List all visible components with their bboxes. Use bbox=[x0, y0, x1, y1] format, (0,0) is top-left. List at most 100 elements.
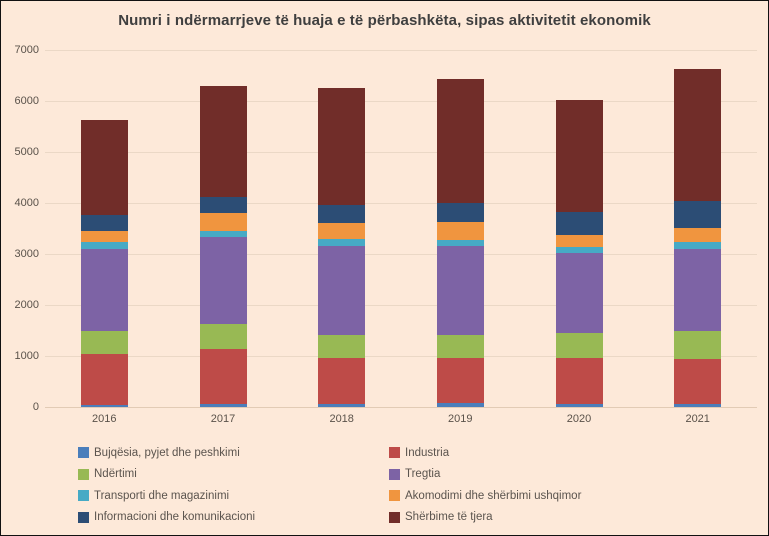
legend-swatch-icon bbox=[78, 511, 89, 523]
legend-item-4: Transporti dhe magazinimi bbox=[78, 490, 389, 502]
legend-item-3: Tregtia bbox=[389, 468, 581, 480]
gridline-7000 bbox=[45, 50, 757, 51]
bar-segment-2017-3 bbox=[199, 237, 247, 325]
legend-label: Bujqësia, pyjet dhe peshkimi bbox=[94, 446, 240, 459]
legend-item-7: Shërbime të tjera bbox=[389, 511, 581, 523]
gridline-4000 bbox=[45, 203, 757, 204]
bar-segment-2019-4 bbox=[436, 239, 484, 246]
bar-segment-2017-2 bbox=[199, 324, 247, 350]
legend-swatch-icon bbox=[78, 468, 89, 480]
bar-segment-2018-6 bbox=[318, 204, 366, 224]
bar-segment-2021-4 bbox=[674, 241, 722, 249]
bar-segment-2020-4 bbox=[555, 246, 603, 253]
bar-segment-2018-3 bbox=[318, 245, 366, 335]
gridline-1000 bbox=[45, 356, 757, 357]
bar-segment-2018-2 bbox=[318, 334, 366, 358]
bar-segment-2019-1 bbox=[436, 357, 484, 404]
legend-label: Industria bbox=[405, 446, 450, 459]
y-axis-tick-4000: 4000 bbox=[14, 197, 39, 209]
y-axis-tick-2000: 2000 bbox=[14, 299, 39, 311]
bar-segment-2018-7 bbox=[318, 88, 366, 205]
gridline-3000 bbox=[45, 254, 757, 255]
bar-segment-2021-0 bbox=[674, 403, 722, 407]
bar-segment-2019-0 bbox=[436, 403, 484, 407]
bar-segment-2018-0 bbox=[318, 403, 366, 407]
legend-swatch-icon bbox=[389, 468, 400, 480]
bar-segment-2016-1 bbox=[80, 353, 128, 405]
legend-label: Transporti dhe magazinimi bbox=[94, 489, 230, 502]
legend-swatch-icon bbox=[78, 447, 89, 459]
gridline-6000 bbox=[45, 101, 757, 102]
y-axis-tick-7000: 7000 bbox=[14, 44, 39, 56]
legend-label: Informacioni dhe komunikacioni bbox=[94, 511, 256, 524]
bar-segment-2016-2 bbox=[80, 331, 128, 354]
bar-segment-2021-7 bbox=[674, 68, 722, 201]
bar-segment-2019-6 bbox=[436, 203, 484, 223]
y-axis-tick-6000: 6000 bbox=[14, 95, 39, 107]
bar-segment-2021-2 bbox=[674, 330, 722, 360]
bar-segment-2017-4 bbox=[199, 231, 247, 238]
bar-segment-2017-7 bbox=[199, 85, 247, 197]
bar-segment-2021-5 bbox=[674, 227, 722, 242]
legend-swatch-icon bbox=[389, 490, 400, 502]
bar-segment-2017-0 bbox=[199, 403, 247, 407]
bar-segment-2020-1 bbox=[555, 357, 603, 405]
legend-swatch-icon bbox=[389, 511, 400, 523]
bar-segment-2018-1 bbox=[318, 357, 366, 404]
bar-segment-2018-5 bbox=[318, 223, 366, 240]
bar-segment-2020-0 bbox=[555, 404, 603, 407]
legend-item-2: Ndërtimi bbox=[78, 468, 389, 480]
gridline-5000 bbox=[45, 152, 757, 153]
bar-segment-2019-3 bbox=[436, 245, 484, 335]
bar-segment-2020-7 bbox=[555, 100, 603, 213]
bar-segment-2020-6 bbox=[555, 212, 603, 235]
bar-2020 bbox=[555, 50, 603, 407]
legend-swatch-icon bbox=[78, 490, 89, 502]
bar-segment-2020-3 bbox=[555, 252, 603, 333]
x-axis-label-2016: 2016 bbox=[92, 413, 117, 425]
legend-label: Ndërtimi bbox=[94, 468, 137, 481]
bar-segment-2021-3 bbox=[674, 248, 722, 331]
bar-2018 bbox=[318, 50, 366, 407]
bar-segment-2020-2 bbox=[555, 332, 603, 358]
bar-segment-2020-5 bbox=[555, 234, 603, 247]
chart-title: Numri i ndërmarrjeve të huaja e të përba… bbox=[118, 12, 651, 29]
bar-segment-2016-3 bbox=[80, 249, 128, 332]
bar-segment-2016-5 bbox=[80, 231, 128, 243]
bar-2017 bbox=[199, 50, 247, 407]
bar-segment-2017-1 bbox=[199, 349, 247, 404]
bar-segment-2019-5 bbox=[436, 222, 484, 240]
bar-2019 bbox=[436, 50, 484, 407]
bar-segment-2018-4 bbox=[318, 239, 366, 246]
bar-segment-2017-6 bbox=[199, 196, 247, 214]
y-axis-tick-3000: 3000 bbox=[14, 248, 39, 260]
legend-label: Shërbime të tjera bbox=[405, 511, 493, 524]
legend-item-1: Industria bbox=[389, 447, 581, 459]
bar-segment-2016-6 bbox=[80, 215, 128, 232]
legend-item-0: Bujqësia, pyjet dhe peshkimi bbox=[78, 447, 389, 459]
bar-segment-2021-6 bbox=[674, 200, 722, 228]
bar-segment-2017-5 bbox=[199, 213, 247, 232]
legend-item-6: Informacioni dhe komunikacioni bbox=[78, 511, 389, 523]
x-axis-label-2020: 2020 bbox=[566, 413, 592, 425]
legend: Bujqësia, pyjet dhe peshkimi Industria Ndë… bbox=[78, 442, 581, 528]
bar-2021 bbox=[674, 50, 722, 407]
x-axis-label-2019: 2019 bbox=[448, 413, 473, 425]
x-axis-label-2017: 2017 bbox=[210, 413, 236, 425]
y-axis-tick-5000: 5000 bbox=[14, 146, 39, 158]
bar-segment-2016-0 bbox=[80, 404, 128, 407]
bar-segment-2016-4 bbox=[80, 242, 128, 250]
bar-segment-2021-1 bbox=[674, 359, 722, 404]
x-axis-label-2021: 2021 bbox=[685, 413, 710, 425]
bar-segment-2019-7 bbox=[436, 79, 484, 204]
gridline-2000 bbox=[45, 305, 757, 306]
bar-segment-2019-2 bbox=[436, 334, 484, 358]
x-axis-label-2018: 2018 bbox=[329, 413, 354, 425]
legend-swatch-icon bbox=[389, 447, 400, 459]
bar-segment-2016-7 bbox=[80, 120, 128, 216]
bar-2016 bbox=[80, 50, 128, 407]
gridline-0 bbox=[45, 407, 757, 408]
y-axis-tick-0: 0 bbox=[32, 401, 39, 413]
legend-item-5: Akomodimi dhe shërbimi ushqimor bbox=[389, 490, 581, 502]
